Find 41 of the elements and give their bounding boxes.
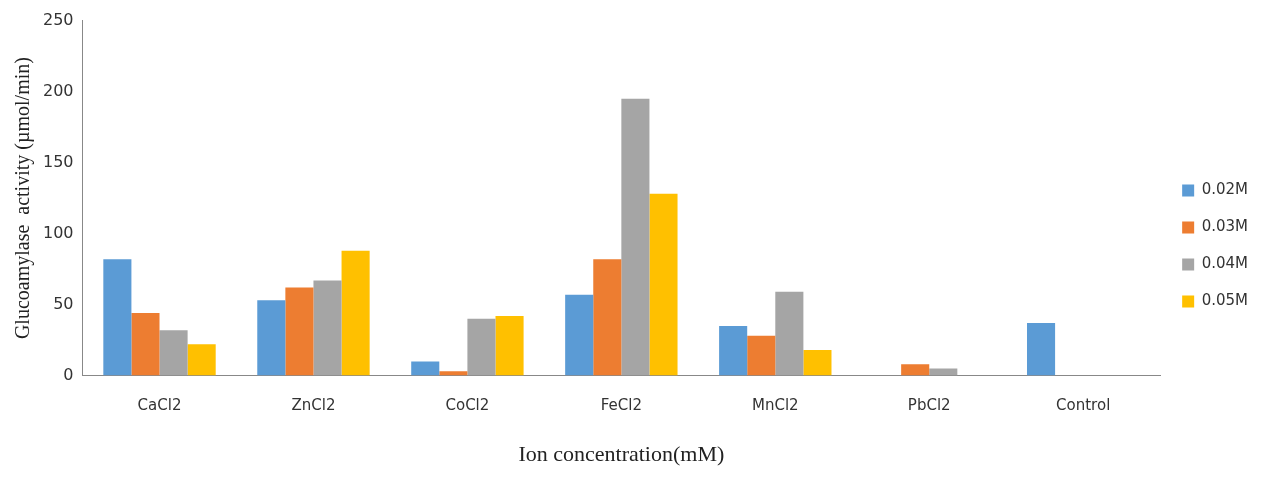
- bar: [1027, 323, 1056, 376]
- y-tick-label: 250: [42, 9, 74, 29]
- x-tick-label: Control: [1056, 396, 1111, 415]
- y-tick-label: 100: [42, 222, 74, 242]
- x-tick-label: ZnCl2: [291, 396, 336, 415]
- bar: [649, 193, 678, 376]
- legend-label: 0.04M: [1201, 254, 1248, 273]
- y-tick-label: 50: [53, 293, 74, 313]
- x-tick-label: MnCl2: [751, 396, 799, 415]
- x-tick-label: CoCl2: [445, 396, 490, 415]
- bar: [313, 280, 342, 376]
- bar: [103, 259, 132, 376]
- bar: [257, 300, 286, 376]
- y-tick-label: 200: [42, 80, 74, 100]
- bar: [747, 335, 776, 376]
- bar: [159, 330, 188, 376]
- bar: [803, 350, 832, 376]
- bar: [187, 344, 216, 376]
- bar: [719, 325, 748, 376]
- bar: [285, 287, 314, 376]
- bar: [775, 291, 804, 376]
- bar: [467, 318, 496, 376]
- bar: [901, 364, 930, 376]
- y-tick-label: 0: [63, 364, 74, 384]
- legend-label: 0.05M: [1201, 291, 1248, 310]
- bar: [411, 361, 440, 376]
- x-tick-label: PbCl2: [907, 396, 951, 415]
- x-axis-title: Ion concentration(mM): [518, 440, 725, 466]
- x-tick-label: CaCl2: [137, 396, 182, 415]
- bar: [131, 313, 160, 376]
- x-tick-label: FeCl2: [600, 396, 642, 415]
- bar: [495, 315, 524, 376]
- legend-label: 0.03M: [1201, 217, 1248, 236]
- bar: [621, 98, 650, 376]
- bar: [565, 294, 594, 376]
- y-tick-label: 150: [42, 151, 74, 171]
- y-axis-title: Glucoamylase activity (µmol/min): [11, 57, 35, 340]
- bar: [439, 371, 468, 376]
- legend-label: 0.02M: [1201, 180, 1248, 199]
- bar: [341, 250, 370, 376]
- bar: [593, 259, 622, 376]
